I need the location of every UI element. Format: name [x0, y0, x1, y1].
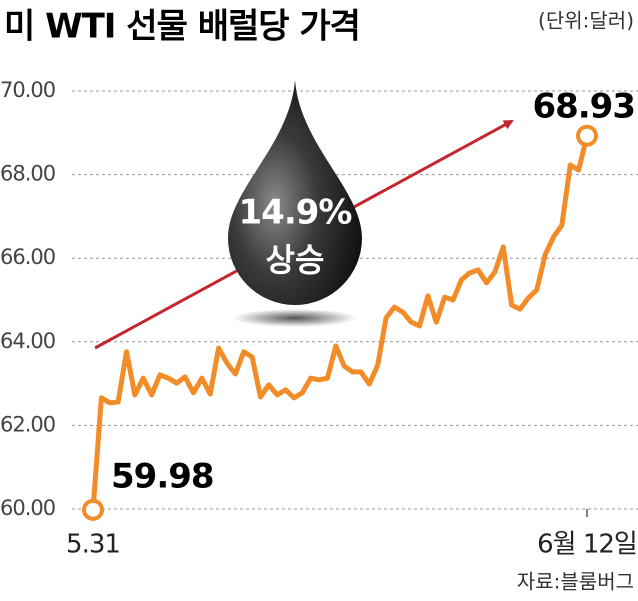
- y-tick-label: 70.00: [0, 78, 55, 102]
- y-tick-label: 66.00: [0, 245, 55, 269]
- data-label: 68.93: [532, 87, 635, 127]
- y-tick-label: 62.00: [0, 412, 55, 436]
- x-tick-label: 6월 12일: [537, 530, 637, 560]
- oil-drop: [228, 80, 362, 305]
- y-tick-label: 68.00: [0, 162, 55, 186]
- end-marker: [576, 124, 598, 147]
- y-tick-label: 60.00: [0, 496, 55, 520]
- annotation: 상승: [266, 241, 325, 279]
- chart-title: 미 WTI 선물 배럴당 가격: [4, 7, 360, 47]
- end-marker: [82, 498, 104, 521]
- data-label: 59.98: [111, 456, 214, 496]
- y-tick-label: 64.00: [0, 329, 55, 353]
- unit: (단위:달러): [538, 9, 634, 33]
- drop-shadow: [233, 309, 357, 327]
- source: 자료:블룸버그: [517, 570, 634, 594]
- annotation: 14.9%: [239, 193, 352, 233]
- x-tick-label: 5.31: [66, 530, 120, 560]
- line: [90, 135, 590, 511]
